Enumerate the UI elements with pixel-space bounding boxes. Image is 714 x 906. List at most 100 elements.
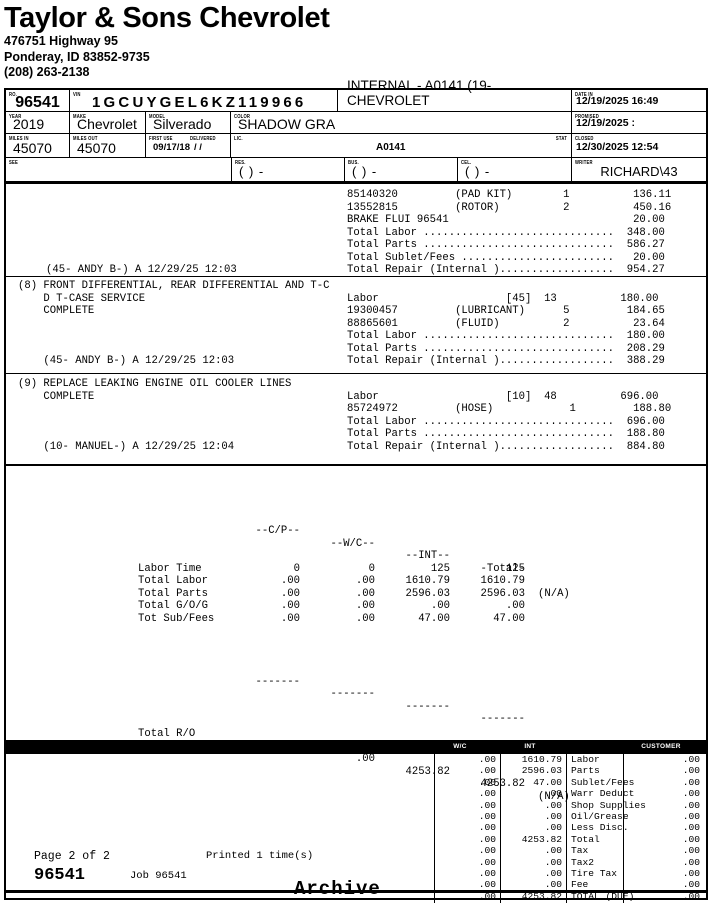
value-cel-phone: ( ) - — [465, 164, 491, 179]
summary-row-cp: .00 — [280, 587, 300, 600]
totals-row: .00 .00 Tax .00 — [6, 845, 706, 856]
summary-row-wc: 0 — [368, 562, 375, 575]
summary-row-total: 125 — [505, 562, 525, 575]
totals-row-customer: .00 — [682, 776, 700, 788]
totals-row-label: Warr Deduct — [571, 788, 635, 800]
summary-table: --C/P-- --W/C-- --INT-- -Total- Labor Ti… — [138, 475, 570, 803]
value-color: SHADOW GRA — [238, 116, 336, 132]
summary-row-wc: .00 — [355, 613, 375, 626]
totals-row-wc: .00 — [478, 833, 496, 845]
totals-row-int: 4253.82 — [521, 833, 562, 845]
totals-row-wc: .00 — [478, 822, 496, 834]
letterhead: Taylor & Sons Chevrolet 476751 Highway 9… — [4, 2, 710, 81]
op7-detail-line: 85140320 (PAD KIT) 1 136.11 — [347, 189, 672, 201]
label-make: MAKE — [73, 113, 87, 120]
totals-header-customer: CUSTOMER — [641, 743, 681, 750]
totals-row: .00 .00 Tax2 .00 — [6, 857, 706, 868]
summary-row-cp: .00 — [280, 613, 300, 626]
field-year: YEAR 2019 — [6, 112, 70, 133]
summary-row-label: Total G/O/G — [138, 600, 208, 613]
totals-row-customer: .00 — [682, 810, 700, 822]
op8-detail-line: Labor [45] 13 180.00 — [347, 292, 659, 305]
totals-row: .00 4253.82 TOTAL (DUE) .00 — [6, 891, 706, 902]
op7-detail-line: Total Sublet/Fees ......................… — [347, 251, 665, 264]
field-miles-in: MILES IN 45070 — [6, 134, 70, 157]
field-first-use: FIRST USE DELIVERED 09/17/18 / / — [146, 134, 231, 157]
op7-detail-line: 13552815 (ROTOR) 2 450.16 — [347, 201, 672, 214]
summary-total-total: 4253.82 — [480, 778, 525, 791]
value-ro-number: 96541 — [15, 94, 60, 111]
summary-rule: ------- — [330, 688, 375, 701]
summary-row-cp: .00 — [280, 575, 300, 588]
summary-row-total: 47.00 — [493, 613, 525, 626]
field-writer: WRITER RICHARD\43 — [572, 158, 706, 181]
totals-row-customer: .00 — [682, 890, 700, 902]
summary-total-row: Total R/O .00 .00 4253.82 4253.82 (N/A) — [138, 715, 570, 803]
value-res-phone: ( ) - — [239, 164, 265, 179]
value-vin: 1GCUYGEL6KZ119966 — [92, 94, 307, 111]
totals-row: .00 2596.03 Parts .00 — [6, 765, 706, 776]
op8-detail-line: 19300457 (LUBRICANT) 5 184.65 — [347, 305, 665, 318]
totals-row-int: 47.00 — [533, 776, 562, 788]
value-model: Silverado — [153, 116, 212, 132]
totals-row-label: Total — [571, 833, 600, 845]
totals-row: .00 1610.79 Labor .00 — [6, 754, 706, 765]
totals-grid-divider — [434, 754, 435, 903]
field-ro-number: RO. 96541 — [6, 90, 70, 111]
summary-rows: Labor Time 0 0 125 125 Total Labor .00.00 1610.… — [138, 563, 570, 626]
summary-rule: ------- — [255, 675, 300, 688]
summary-row: Labor Time 0 0 125 125 — [138, 563, 525, 576]
summary-col-cp: --C/P-- — [255, 525, 300, 538]
ro-header-grid: RO. 96541 VIN 1GCUYGEL6KZ119966 INTERNAL… — [6, 78, 706, 184]
totals-row-label: TOTAL (DUE) — [571, 890, 635, 902]
field-vin: VIN 1GCUYGEL6KZ119966 — [70, 90, 338, 111]
totals-row-label: Tax — [571, 845, 589, 857]
totals-row-wc: .00 — [478, 879, 496, 891]
header-row-identity: RO. 96541 VIN 1GCUYGEL6KZ119966 INTERNAL… — [6, 78, 706, 112]
summary-row-int: .00 — [430, 600, 450, 613]
field-promised: PROMISED 12/19/2025 : — [572, 112, 706, 133]
footer-job: Job 96541 — [130, 870, 187, 882]
op8-detail-line: Total Labor ............................… — [347, 330, 665, 343]
field-model: MODEL Silverado — [146, 112, 231, 133]
totals-row-int: .00 — [544, 788, 562, 800]
op9-detail-line: Total Parts ............................… — [347, 428, 665, 441]
label-delivered: DELIVERED — [190, 135, 216, 142]
summary-divider — [6, 464, 706, 466]
totals-row-customer: .00 — [682, 822, 700, 834]
summary-row-wc: .00 — [355, 600, 375, 613]
value-promised: 12/19/2025 : — [576, 117, 635, 129]
summary-row-cp: .00 — [280, 600, 300, 613]
label-stat: STAT — [555, 135, 567, 142]
footer-archive-stamp: Archive — [294, 878, 381, 900]
shop-name: Taylor & Sons Chevrolet — [4, 2, 330, 34]
totals-header-int: INT — [524, 743, 536, 750]
summary-row: Tot Sub/Fees .00 .00 47.00 47.00 — [138, 613, 525, 626]
footer-ro-number: 96541 — [34, 866, 86, 885]
totals-header-bar: W/C INT CUSTOMER — [6, 740, 706, 754]
footer-printed: Printed 1 time(s) — [206, 850, 314, 862]
totals-row-label: Oil/Grease — [571, 810, 629, 822]
summary-row-int: 47.00 — [418, 613, 450, 626]
label-date-in: DATE IN — [575, 91, 593, 98]
shop-phone: (208) 263-2138 — [4, 65, 90, 79]
totals-row-wc: .00 — [478, 765, 496, 777]
field-see: SEE — [6, 158, 232, 181]
totals-row-customer: .00 — [682, 879, 700, 891]
totals-row-int: .00 — [544, 810, 562, 822]
totals-row-customer: .00 — [682, 867, 700, 879]
operation-divider — [6, 373, 706, 374]
value-year: 2019 — [13, 116, 45, 132]
header-row-vehicle: YEAR 2019 MAKE Chevrolet MODEL Silverado… — [6, 112, 706, 134]
summary-row-label: Total Labor — [138, 575, 208, 588]
field-date-in: DATE IN 12/19/2025 16:49 — [572, 90, 706, 111]
op9-detail-line: Total Labor ............................… — [347, 415, 665, 428]
summary-rule-row: ------- ------- ------- ------- — [138, 663, 525, 726]
label-res: RES. — [235, 159, 246, 166]
summary-total-label: Total R/O — [138, 727, 196, 740]
totals-row-label: Fee — [571, 879, 589, 891]
field-miles-out: MILES OUT 45070 — [70, 134, 146, 157]
op9-detail-line: 85724972 (HOSE) 1 188.80 — [347, 403, 672, 416]
totals-row: .00 .00 Tire Tax .00 — [6, 868, 706, 879]
